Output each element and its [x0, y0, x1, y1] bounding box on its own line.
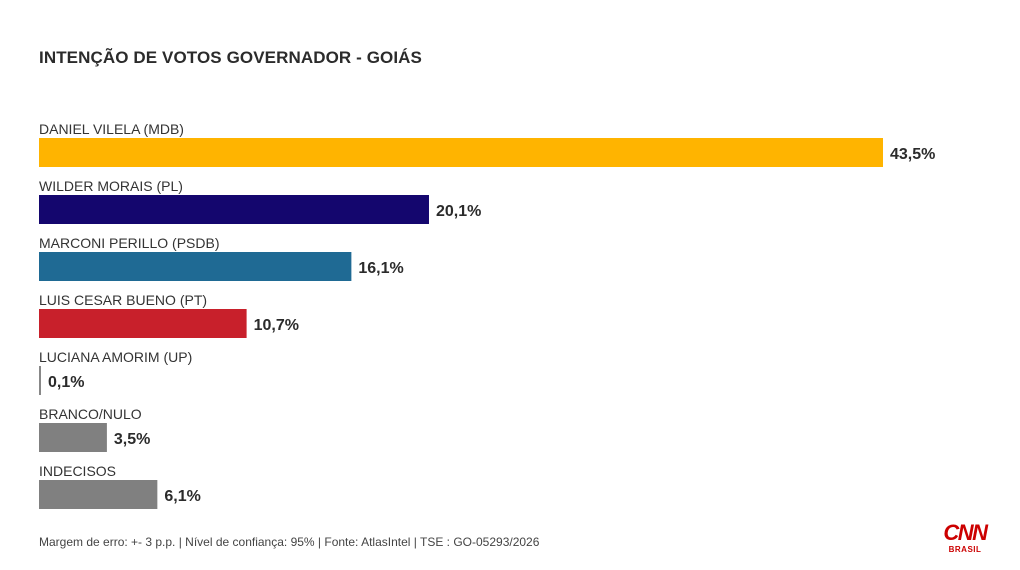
- category-label: INDECISOS: [39, 463, 116, 479]
- cnn-brasil-logo: CNN BRASIL: [940, 522, 990, 558]
- category-label: LUIS CESAR BUENO (PT): [39, 292, 207, 308]
- value-label: 16,1%: [358, 260, 403, 277]
- bar: [39, 423, 107, 452]
- bar-chart: DANIEL VILELA (MDB) 43,5% WILDER MORAIS (P…: [39, 121, 935, 509]
- bar: [39, 480, 158, 509]
- category-label: WILDER MORAIS (PL): [39, 178, 183, 194]
- bar: [39, 252, 352, 281]
- value-label: 10,7%: [254, 317, 299, 334]
- logo-main-text: CNN: [943, 520, 988, 545]
- bar: [39, 195, 429, 224]
- category-label: BRANCO/NULO: [39, 406, 142, 422]
- bar: [39, 138, 883, 167]
- category-label: DANIEL VILELA (MDB): [39, 121, 184, 137]
- value-label: 0,1%: [48, 374, 84, 391]
- logo-sub-text: BRASIL: [948, 545, 982, 554]
- category-label: MARCONI PERILLO (PSDB): [39, 235, 219, 251]
- value-label: 6,1%: [164, 488, 200, 505]
- value-label: 43,5%: [890, 146, 935, 163]
- value-label: 3,5%: [114, 431, 150, 448]
- chart-title: INTENÇÃO DE VOTOS GOVERNADOR - GOIÁS: [39, 48, 422, 67]
- value-label: 20,1%: [436, 203, 481, 220]
- bar: [39, 366, 41, 395]
- bar: [39, 309, 247, 338]
- category-label: LUCIANA AMORIM (UP): [39, 349, 192, 365]
- footer-note: Margem de erro: +- 3 p.p. | Nível de con…: [39, 535, 540, 549]
